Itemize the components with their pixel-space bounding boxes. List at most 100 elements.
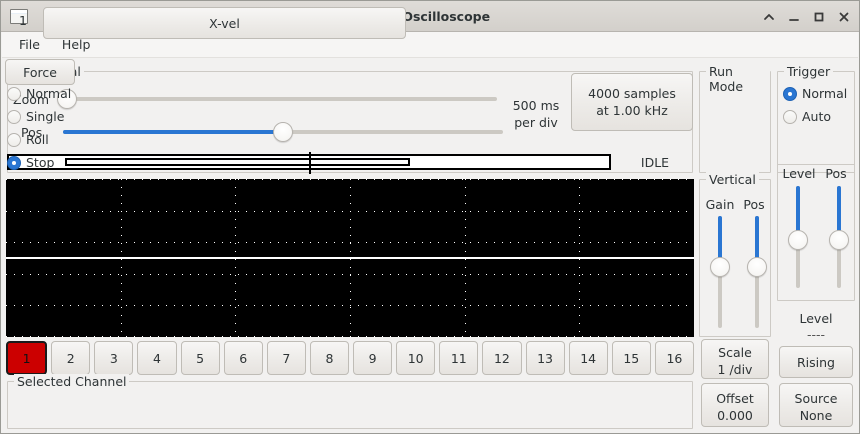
trigger-pos-slider[interactable] <box>829 186 849 288</box>
run-mode-normal-label: Normal <box>26 86 72 101</box>
radio-icon[interactable] <box>783 86 797 101</box>
shade-button[interactable] <box>762 10 776 24</box>
vertical-group: Vertical <box>699 172 771 337</box>
channel-button-12[interactable]: 12 <box>482 341 522 375</box>
trigger-pos-slider-label: Pos <box>825 166 847 181</box>
trigger-pos-knob[interactable] <box>829 230 849 251</box>
trigger-level-value: ---- <box>806 327 826 342</box>
samples-count: 4000 samples <box>588 86 676 101</box>
hpos-slider-fill <box>63 130 283 134</box>
trigger-source-button[interactable]: Source None <box>779 383 853 427</box>
channel-button-5[interactable]: 5 <box>180 341 220 375</box>
maximize-button[interactable] <box>812 10 826 24</box>
vertical-pos-knob[interactable] <box>747 257 767 278</box>
trigger-group-label: Trigger <box>784 64 834 79</box>
channel-button-16[interactable]: 16 <box>654 341 694 375</box>
vertical-gain-slider[interactable] <box>710 216 730 328</box>
trigger-level-title: Level <box>799 311 833 326</box>
selected-channel-number: 1 <box>19 13 27 28</box>
zoom-label: Zoom <box>13 92 50 107</box>
vertical-pos-slider[interactable] <box>747 216 767 328</box>
channel-button-6[interactable]: 6 <box>223 341 263 375</box>
run-mode-single[interactable]: Single <box>7 109 64 124</box>
run-mode-group: Run Mode <box>699 64 771 173</box>
channel-button-10[interactable]: 10 <box>396 341 436 375</box>
channel-button-15[interactable]: 15 <box>611 341 651 375</box>
vertical-offset-value: 0.000 <box>717 408 753 423</box>
run-mode-roll-label: Roll <box>26 132 49 147</box>
window-icon <box>10 8 28 24</box>
radio-icon[interactable] <box>783 109 797 124</box>
scope-grid-row <box>6 336 694 337</box>
channel-button-7[interactable]: 7 <box>266 341 306 375</box>
zoom-slider-knob[interactable] <box>57 89 77 109</box>
scope-display[interactable] <box>6 179 694 337</box>
position-bar-window[interactable] <box>65 158 410 166</box>
channel-button-row: 1 2 3 4 5 6 7 8 9 10 11 12 13 14 15 16 <box>6 341 694 375</box>
trigger-edge-button[interactable]: Rising <box>779 346 853 378</box>
timebase-value: 500 ms <box>512 98 560 113</box>
trigger-pos-fill <box>837 186 841 241</box>
vertical-gain-knob[interactable] <box>710 257 730 278</box>
trigger-source-title: Source <box>794 391 838 406</box>
vertical-gain-label: Gain <box>705 197 735 212</box>
trigger-level-slider[interactable] <box>788 186 808 288</box>
trigger-source-value: None <box>799 408 833 423</box>
selected-channel-signal-button[interactable]: X-vel <box>43 7 406 39</box>
trigger-level-slider-label: Level <box>782 166 816 181</box>
samples-rate: at 1.00 kHz <box>596 103 668 118</box>
vertical-scale-button[interactable]: Scale 1 /div <box>701 339 769 379</box>
run-status-text: IDLE <box>640 155 670 170</box>
vertical-gain-fill <box>718 216 722 268</box>
channel-button-4[interactable]: 4 <box>137 341 177 375</box>
selected-channel-group: Selected Channel <box>7 374 693 429</box>
timebase-readout: 500 ms per div <box>506 97 566 131</box>
minimize-button[interactable] <box>787 10 801 24</box>
channel-button-14[interactable]: 14 <box>568 341 608 375</box>
vertical-offset-button[interactable]: Offset 0.000 <box>701 383 769 427</box>
menu-file[interactable]: File <box>19 37 40 52</box>
horizontal-position-bar[interactable] <box>7 152 611 174</box>
position-bar-marker <box>309 152 311 174</box>
scope-grid-row <box>6 274 694 275</box>
hpos-slider-knob[interactable] <box>273 122 293 142</box>
trigger-auto[interactable]: Auto <box>783 109 831 124</box>
close-button[interactable] <box>837 10 851 24</box>
vertical-pos-fill <box>755 216 759 268</box>
menu-help[interactable]: Help <box>61 37 91 52</box>
radio-icon[interactable] <box>7 132 21 147</box>
trigger-sliders-group <box>777 164 855 301</box>
radio-icon[interactable] <box>7 86 21 101</box>
trigger-normal-label: Normal <box>802 86 848 101</box>
zoom-slider-track[interactable] <box>57 97 497 101</box>
vertical-pos-label: Pos <box>743 197 765 212</box>
channel-button-1[interactable]: 1 <box>6 341 48 375</box>
scope-trace-channel-1 <box>6 257 694 259</box>
horizontal-pos-slider[interactable] <box>63 122 503 142</box>
channel-button-9[interactable]: 9 <box>353 341 393 375</box>
radio-icon[interactable] <box>7 109 21 124</box>
channel-button-2[interactable]: 2 <box>51 341 91 375</box>
scope-grid-row <box>6 211 694 212</box>
radio-icon[interactable] <box>7 155 21 170</box>
trigger-level-knob[interactable] <box>788 230 808 251</box>
samples-rate-button[interactable]: 4000 samples at 1.00 kHz <box>571 73 693 131</box>
run-mode-group-label: Run Mode <box>706 64 770 94</box>
zoom-slider[interactable] <box>57 89 497 109</box>
trigger-group: Trigger <box>777 64 855 173</box>
run-mode-stop[interactable]: Stop <box>7 155 54 170</box>
run-mode-stop-label: Stop <box>26 155 55 170</box>
channel-button-11[interactable]: 11 <box>439 341 479 375</box>
run-mode-normal[interactable]: Normal <box>7 86 71 101</box>
channel-button-3[interactable]: 3 <box>94 341 134 375</box>
channel-button-13[interactable]: 13 <box>525 341 565 375</box>
trigger-force-button[interactable]: Force <box>5 59 75 85</box>
run-mode-roll[interactable]: Roll <box>7 132 49 147</box>
window-buttons <box>762 1 851 32</box>
scope-grid-row <box>6 305 694 306</box>
trigger-normal[interactable]: Normal <box>783 86 847 101</box>
trigger-auto-label: Auto <box>802 109 832 124</box>
channel-button-8[interactable]: 8 <box>309 341 349 375</box>
vertical-scale-value: 1 /div <box>717 362 753 377</box>
